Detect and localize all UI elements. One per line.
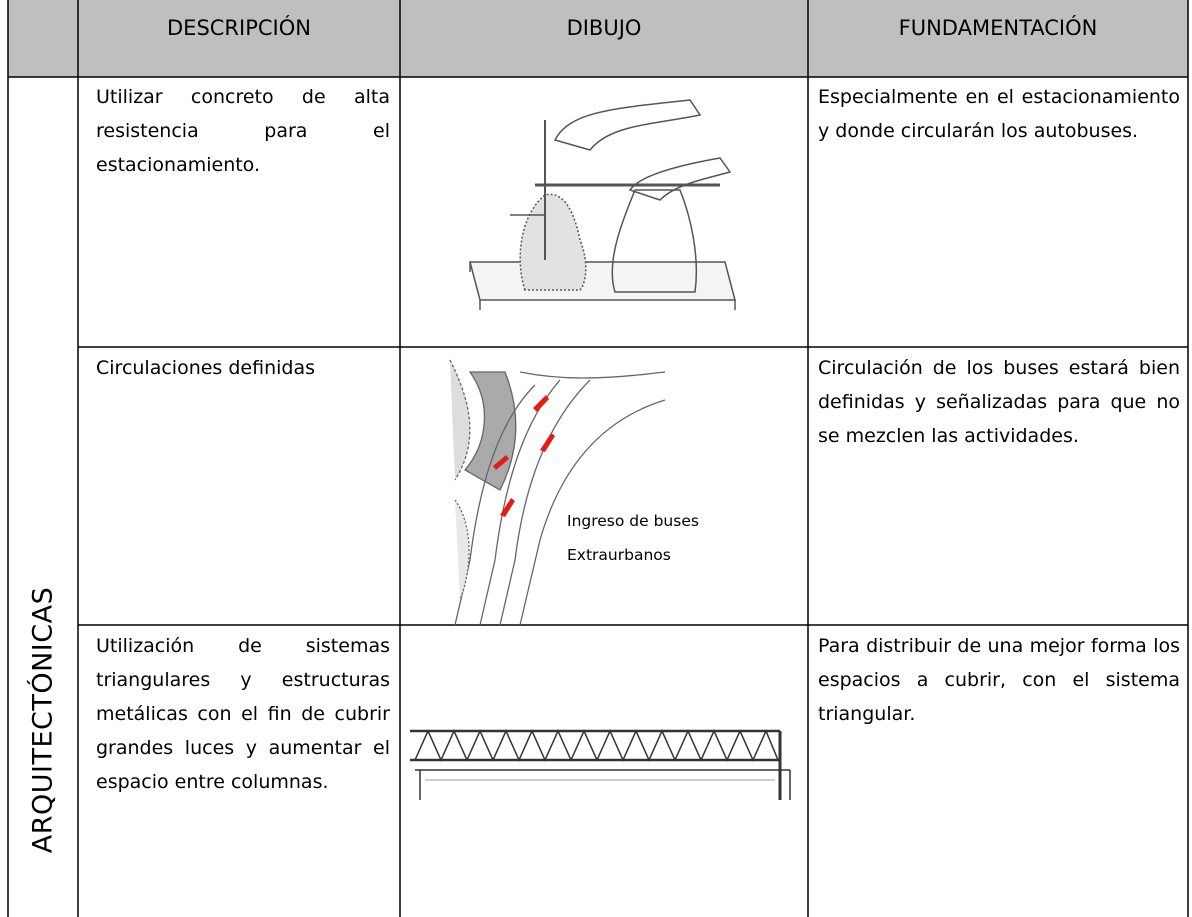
header-cell: FUNDAMENTACIÓN bbox=[898, 16, 1098, 40]
foundation: Especialmente en el estacionamiento y do… bbox=[818, 86, 1180, 142]
category-label: ARQUITECTÓNICAS bbox=[27, 586, 59, 854]
drawing-caption: Extraurbanos bbox=[567, 546, 671, 564]
truss-drawing bbox=[410, 729, 791, 800]
description: Utilización de sistemas triangulares y e… bbox=[96, 635, 390, 793]
description: Utilizar concreto de alta resistencia pa… bbox=[96, 86, 390, 176]
drawing-caption: Ingreso de buses bbox=[567, 512, 699, 530]
description: Circulaciones definidas bbox=[96, 357, 316, 379]
foundation: Para distribuir de una mejor forma los e… bbox=[818, 635, 1180, 725]
foundation: Circulación de los buses estará bien def… bbox=[818, 357, 1180, 447]
grid-lines bbox=[7, 0, 1189, 917]
direction-arrows bbox=[493, 395, 555, 517]
slump-test-drawing bbox=[469, 99, 736, 310]
header-cell: DESCRIPCIÓN bbox=[167, 16, 311, 40]
bus-circulation-drawing bbox=[449, 359, 666, 626]
header-cell: DIBUJO bbox=[566, 16, 642, 40]
header-background bbox=[8, 0, 1188, 77]
